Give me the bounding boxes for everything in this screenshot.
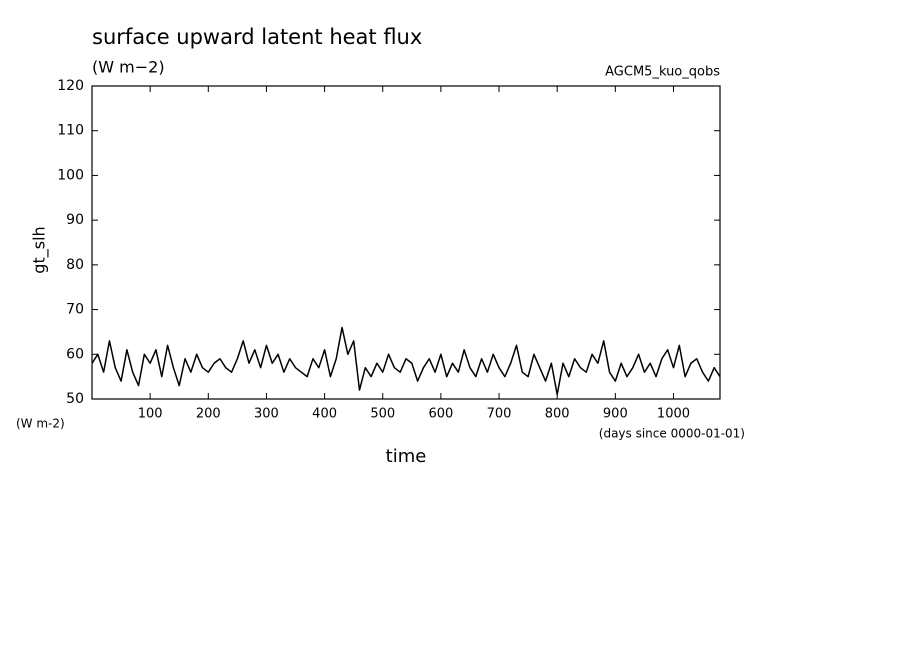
y-tick-label: 50 bbox=[66, 391, 84, 407]
x-tick-label: 500 bbox=[370, 407, 395, 422]
plot-frame bbox=[91, 85, 721, 400]
x-axis-label: time bbox=[386, 446, 427, 467]
chart-title: surface upward latent heat flux bbox=[92, 25, 422, 49]
x-tick-label: 100 bbox=[138, 407, 163, 422]
x-tick-label: 600 bbox=[428, 407, 453, 422]
x-tick-label: 700 bbox=[487, 407, 512, 422]
y-tick-label: 120 bbox=[57, 78, 84, 94]
x-tick-label: 400 bbox=[312, 407, 337, 422]
y-tick-label: 100 bbox=[57, 167, 84, 183]
x-tick-label: 1000 bbox=[657, 407, 690, 422]
annotation: AGCM5_kuo_qobs bbox=[605, 65, 720, 80]
y-tick-label: 60 bbox=[66, 346, 84, 362]
x-tick-label: 900 bbox=[603, 407, 628, 422]
x-tick-label: 200 bbox=[196, 407, 221, 422]
y-tick-label: 110 bbox=[57, 123, 84, 139]
y-unit: (W m-2) bbox=[16, 417, 65, 431]
x-unit: (days since 0000-01-01) bbox=[599, 427, 745, 441]
y-axis-label: gt_slh bbox=[30, 226, 50, 273]
y-tick-label: 90 bbox=[66, 212, 84, 228]
y-tick-label: 70 bbox=[66, 302, 84, 318]
y-tick-label: 80 bbox=[66, 257, 84, 273]
x-tick-label: 300 bbox=[254, 407, 279, 422]
x-tick-label: 800 bbox=[545, 407, 570, 422]
data-line bbox=[91, 326, 721, 396]
chart-subtitle: (W m−2) bbox=[92, 58, 165, 77]
